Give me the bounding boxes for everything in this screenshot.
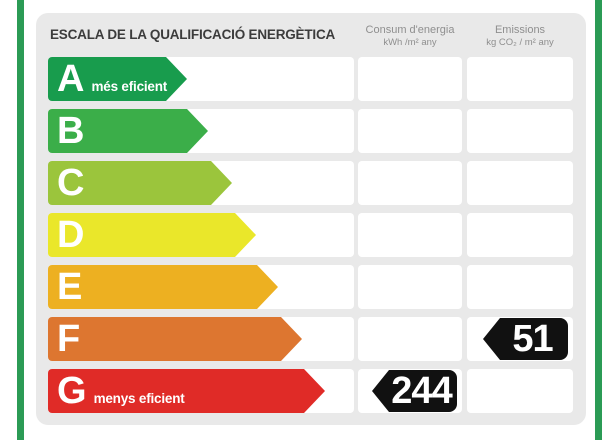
scale-band: C <box>48 161 354 205</box>
rating-letter: F <box>57 318 81 360</box>
rating-arrow-g: G menys eficient <box>48 369 325 413</box>
rating-letter: E <box>57 266 83 308</box>
rating-arrow-c: C <box>48 161 232 205</box>
rating-arrow-e: E <box>48 265 278 309</box>
scale-title: ESCALA DE LA QUALIFICACIÓ ENERGÈTICA <box>50 27 336 42</box>
consumption-cell <box>358 265 462 309</box>
emissions-value-badge: 51 <box>483 318 568 360</box>
rating-arrow-a: A més eficient <box>48 57 187 101</box>
emissions-cell <box>467 265 573 309</box>
emissions-header-units: kg CO₂ / m² any <box>486 37 554 48</box>
rating-sublabel: menys eficient <box>93 391 185 406</box>
emissions-cell: 51 <box>467 317 573 361</box>
emissions-cell <box>467 57 573 101</box>
emissions-cell <box>467 109 573 153</box>
rating-letter: A <box>57 58 85 100</box>
scale-band: F <box>48 317 354 361</box>
consumption-cell <box>358 161 462 205</box>
scale-band: B <box>48 109 354 153</box>
scale-band: D <box>48 213 354 257</box>
rating-arrow-f: F <box>48 317 302 361</box>
consumption-value-badge: 244 <box>372 370 457 412</box>
emissions-cell <box>467 369 573 413</box>
left-green-frame-bar <box>17 0 24 440</box>
rating-row-e: E <box>36 265 586 309</box>
consumption-cell <box>358 213 462 257</box>
rating-letter: D <box>57 214 85 256</box>
rating-row-d: D <box>36 213 586 257</box>
rating-row-f: F 51 <box>36 317 586 361</box>
rating-arrow-d: D <box>48 213 256 257</box>
emissions-cell <box>467 213 573 257</box>
rating-rows: A més eficient B <box>36 57 586 421</box>
rating-row-b: B <box>36 109 586 153</box>
consumption-header-label: Consum d'energia <box>365 24 455 36</box>
scale-band: E <box>48 265 354 309</box>
consumption-header-units: kWh /m² any <box>383 37 437 48</box>
rating-letter: B <box>57 110 85 152</box>
consumption-cell <box>358 109 462 153</box>
rating-row-c: C <box>36 161 586 205</box>
rating-scale-panel: ESCALA DE LA QUALIFICACIÓ ENERGÈTICA Con… <box>36 13 586 425</box>
rating-row-a: A més eficient <box>36 57 586 101</box>
rating-arrow-b: B <box>48 109 208 153</box>
consumption-cell <box>358 317 462 361</box>
rating-row-g: G menys eficient 244 <box>36 369 586 413</box>
right-green-frame-bar <box>595 0 602 440</box>
rating-letter: C <box>57 162 85 204</box>
column-header-consumption: Consum d'energia kWh /m² any <box>358 24 462 49</box>
scale-band: A més eficient <box>48 57 354 101</box>
rating-sublabel: més eficient <box>91 79 168 94</box>
rating-letter: G <box>57 370 87 412</box>
consumption-cell <box>358 57 462 101</box>
emissions-header-label: Emissions <box>494 24 546 36</box>
scale-band: G menys eficient <box>48 369 354 413</box>
column-header-emissions: Emissions kg CO₂ / m² any <box>467 24 573 49</box>
emissions-cell <box>467 161 573 205</box>
consumption-cell: 244 <box>358 369 462 413</box>
